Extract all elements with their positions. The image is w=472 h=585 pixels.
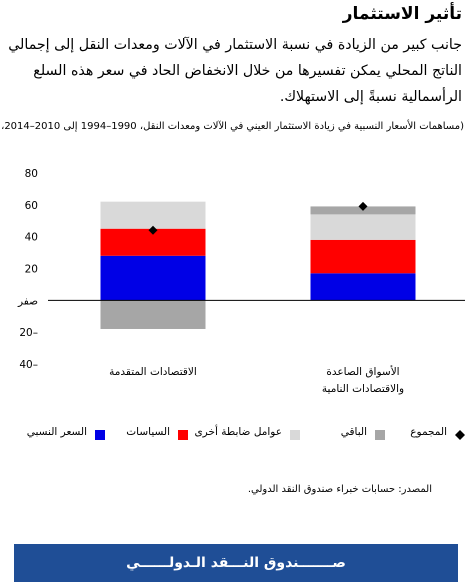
bar-segment: [310, 239, 416, 274]
chart-title: تأثير الاستثمار: [342, 4, 462, 24]
legend-label-total: المجموع: [410, 426, 447, 438]
bar-segment: [310, 214, 416, 240]
legend-swatch-policies: [178, 430, 188, 440]
legend-label-relative-price: السعر النسبي: [26, 426, 87, 438]
legend-swatch-residual: [375, 430, 385, 440]
bar-segment: [100, 201, 206, 229]
x-category-label: والاقتصادات النامية: [322, 383, 404, 395]
bar-segment: [100, 255, 206, 301]
total-marker: [148, 225, 158, 235]
total-marker: [358, 201, 368, 211]
bar-segment: [100, 300, 206, 329]
y-tick-label: صفر: [17, 295, 38, 307]
imf-footer-banner: صـــــــندوق النـــقد الـدولــــــي: [14, 544, 458, 582]
legend-marker-total: [455, 430, 465, 440]
y-tick-label: 40: [25, 232, 38, 244]
legend-label-residual: الباقي: [340, 426, 367, 438]
x-category-label: الأسواق الصاعدة: [326, 365, 399, 378]
legend-label-other-controls: عوامل ضابطة أخرى: [194, 426, 282, 438]
y-tick-label: 40–: [19, 359, 38, 371]
stacked-bar-chart: 80 60 40 20 صفر 20– 40– الاقتصادات المتقدمة الأس…: [17, 168, 465, 395]
legend-item-policies: السياسات: [110, 423, 188, 445]
legend-item-total: المجموع: [385, 423, 465, 445]
y-tick-label: 20–: [19, 327, 38, 339]
legend-swatch-other-controls: [290, 430, 300, 440]
intro-text: جانب كبير من الزيادة في نسبة الاستثمار ف…: [8, 37, 462, 105]
y-tick-label: 60: [25, 200, 38, 212]
legend-item-residual: الباقي: [315, 423, 385, 445]
legend-label-policies: السياسات: [126, 426, 170, 438]
legend-item-other-controls: عوامل ضابطة أخرى: [190, 423, 300, 445]
legend-item-relative-price: السعر النسبي: [5, 423, 105, 445]
x-category-label: الاقتصادات المتقدمة: [109, 366, 197, 378]
chart-legend: المجموع الباقي عوامل ضابطة أخرى السياسات…: [0, 423, 472, 445]
legend-swatch-relative-price: [95, 430, 105, 440]
source-note: المصدر: حسابات خبراء صندوق النقد الدولي.: [247, 484, 432, 495]
y-tick-label: 80: [25, 168, 38, 180]
bar-segment: [310, 273, 416, 301]
y-tick-label: 20: [25, 264, 38, 276]
chart-subtitle: (مساهمات الأسعار النسبية في زيادة الاستث…: [0, 121, 464, 132]
